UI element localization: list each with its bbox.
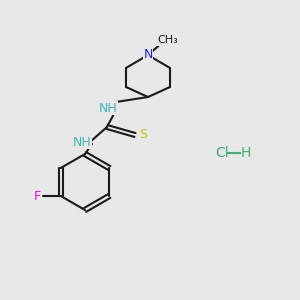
Text: CH₃: CH₃ (158, 35, 178, 45)
Text: F: F (34, 190, 41, 202)
Text: H: H (241, 146, 251, 160)
Text: NH: NH (99, 101, 117, 115)
Text: S: S (139, 128, 147, 142)
Text: N: N (143, 49, 153, 62)
Text: Cl: Cl (215, 146, 229, 160)
Text: NH: NH (73, 136, 92, 148)
